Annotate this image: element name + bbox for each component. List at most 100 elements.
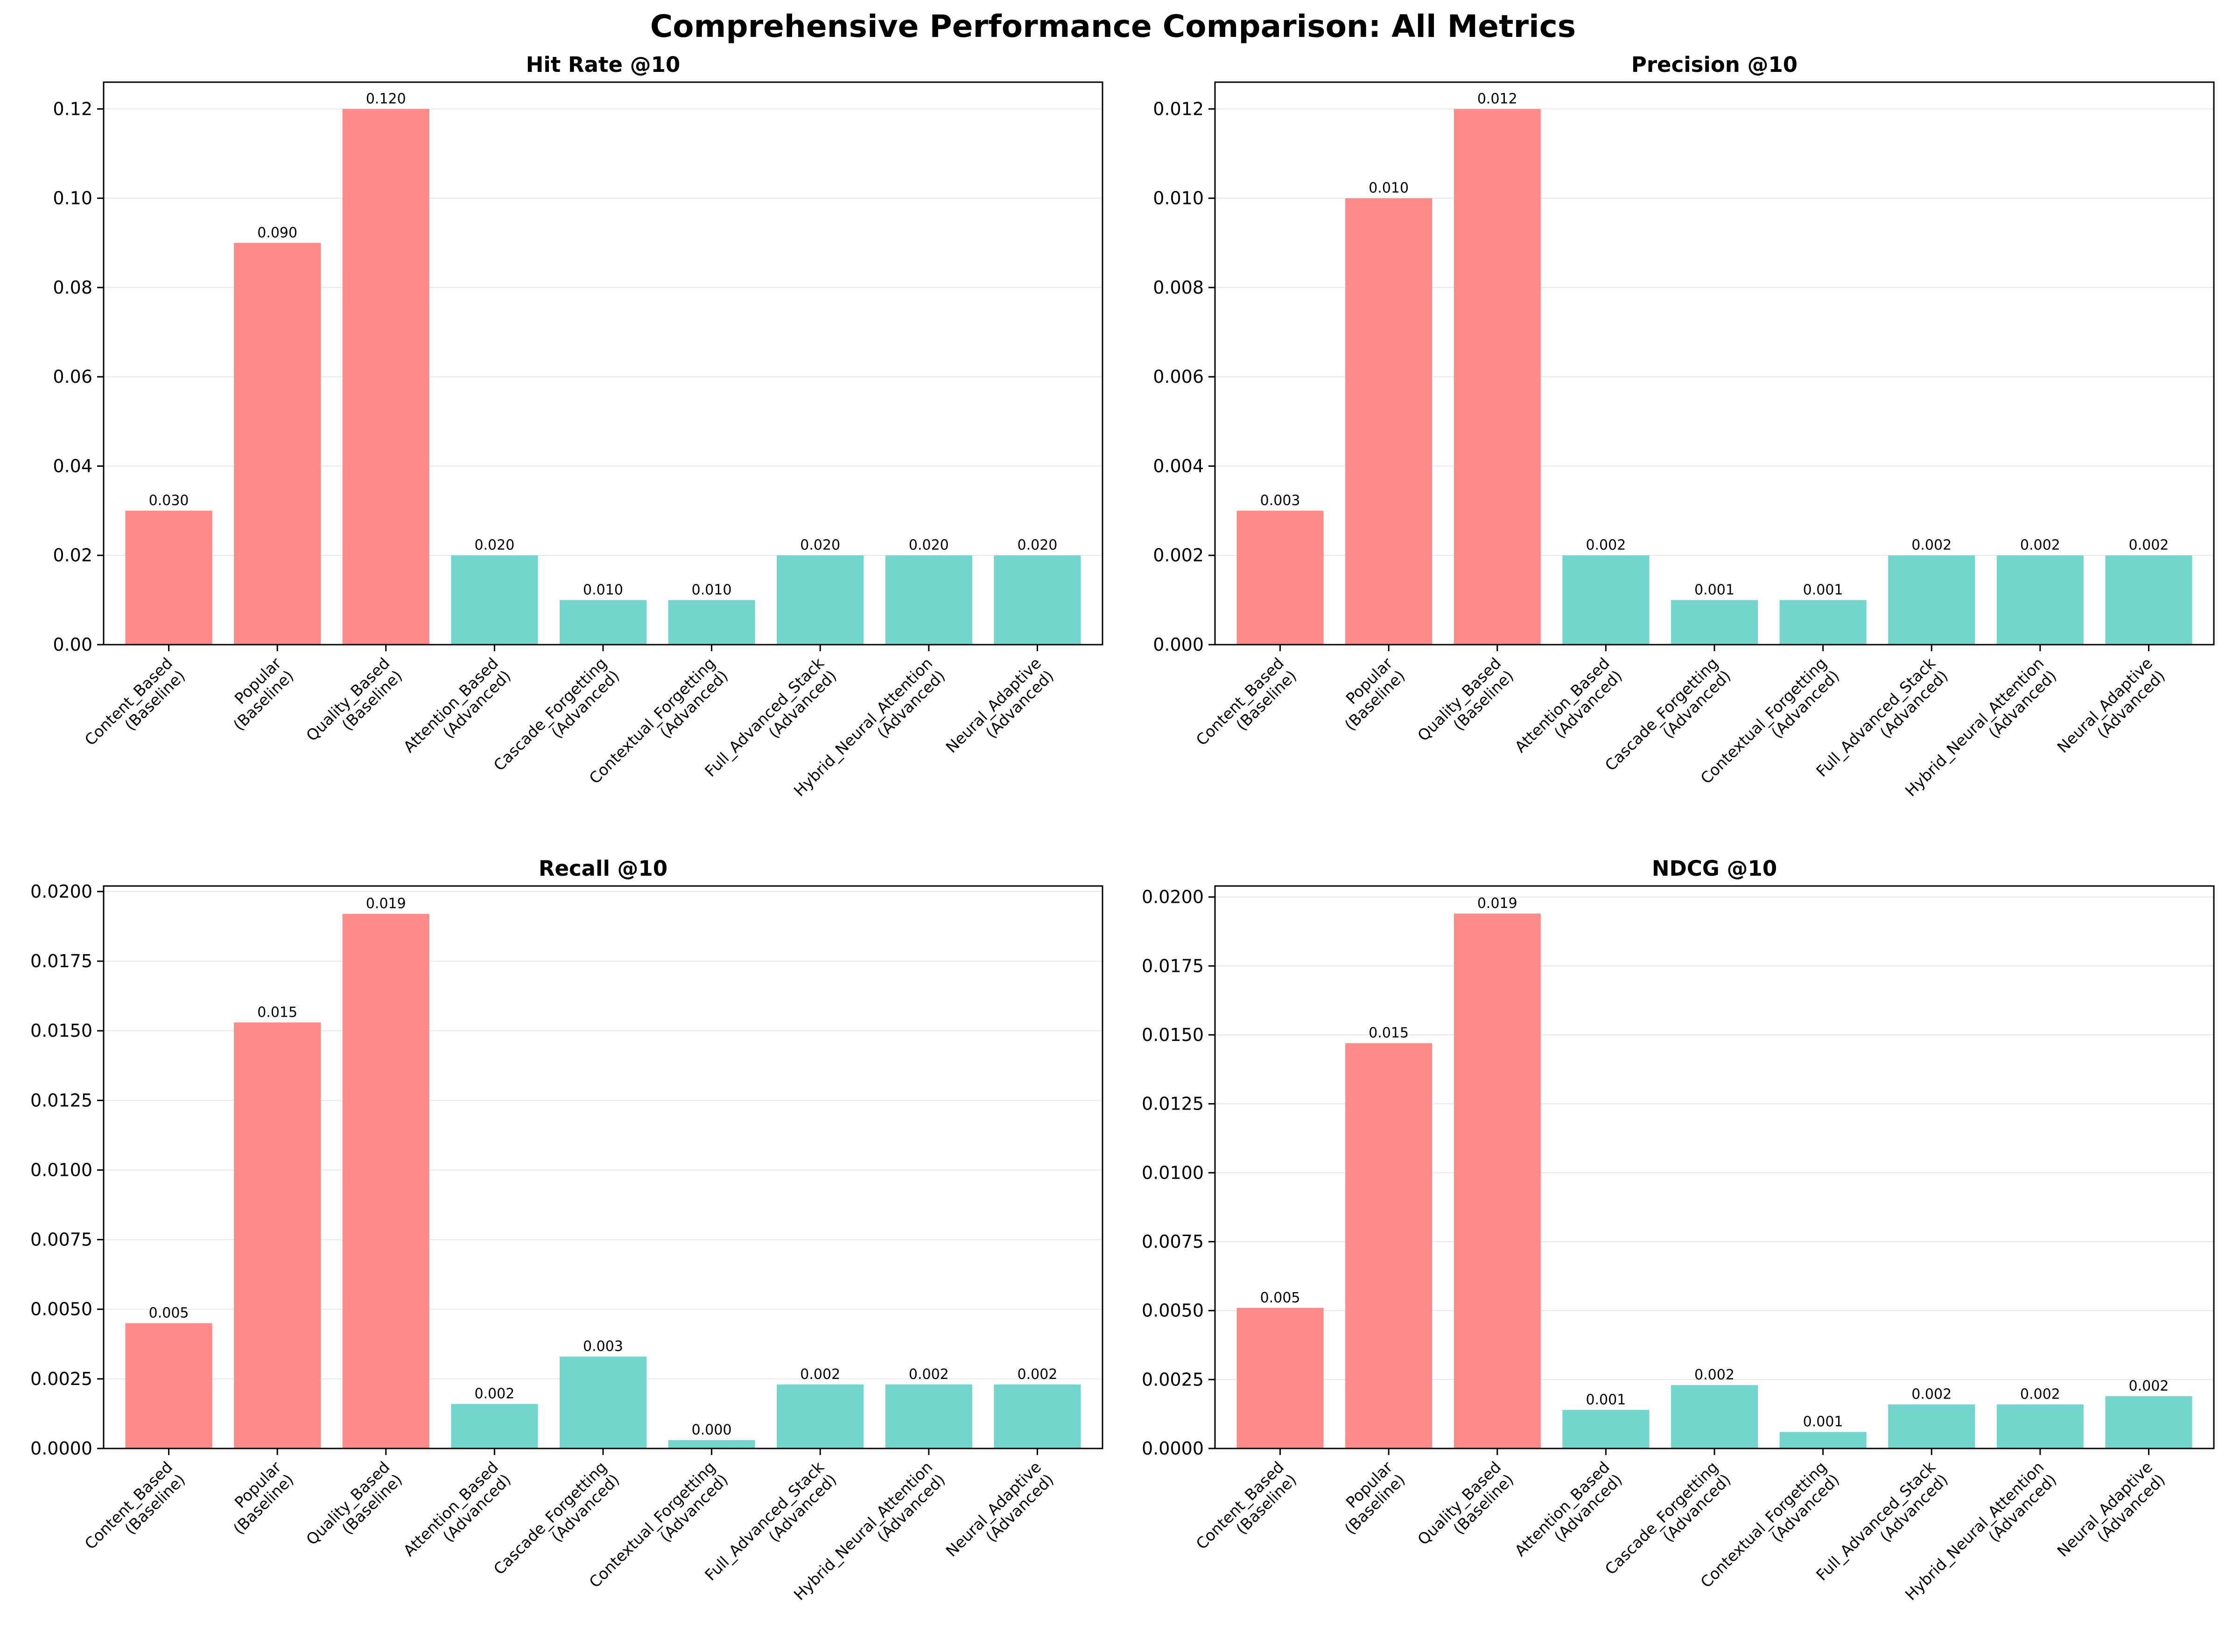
ndcg-bar-value-label: 0.001 [1803,1414,1843,1430]
hit-rate-bar [342,109,429,645]
ndcg-bar-value-label: 0.002 [2128,1378,2169,1394]
hit-rate-ytick-label: 0.02 [53,545,92,566]
recall-ytick-label: 0.0150 [30,1020,92,1041]
hit-rate-category-label: Content_Based(Baseline) [81,654,189,762]
ndcg-bar [1562,1410,1650,1448]
ndcg-bar [1454,914,1541,1448]
recall-ytick-label: 0.0000 [30,1438,92,1459]
hit-rate-ytick-label: 0.08 [53,277,92,298]
precision-ytick-label: 0.008 [1153,277,1204,298]
precision-bar [1454,109,1541,645]
precision-bar-value-label: 0.001 [1694,582,1734,598]
hit-rate-bar-value-label: 0.120 [366,91,406,107]
hit-rate-bar-value-label: 0.030 [149,492,189,509]
ndcg-bar [1671,1385,1758,1448]
recall-panel-title: Recall @10 [539,856,667,881]
ndcg-bar [2105,1396,2192,1448]
recall-bar-value-label: 0.019 [366,896,406,912]
recall-category-label: Neural_Adaptive(Advanced) [942,1458,1057,1573]
ndcg-bar [1236,1308,1324,1448]
precision-bar [1345,198,1433,645]
recall-bar [451,1404,538,1448]
ndcg-ytick-label: 0.0100 [1142,1162,1204,1183]
recall-ytick-label: 0.0125 [30,1090,92,1111]
precision-category-label: Content_Based(Baseline) [1193,654,1300,762]
precision-ytick-label: 0.000 [1153,634,1204,655]
hit-rate-bar [994,555,1081,645]
recall-ytick-label: 0.0200 [30,881,92,902]
ndcg-ytick-label: 0.0025 [1142,1369,1204,1390]
hit-rate-ytick-label: 0.10 [53,188,92,209]
recall-bar [125,1323,212,1448]
ndcg-category-label: Popular(Baseline) [1328,1458,1409,1538]
recall-bar-value-label: 0.005 [149,1305,189,1322]
precision-ytick-label: 0.010 [1153,188,1204,209]
recall-bar-value-label: 0.002 [1017,1366,1057,1383]
recall-bar [777,1384,864,1448]
precision-ytick-label: 0.002 [1153,545,1204,566]
ndcg-panel-title: NDCG @10 [1652,856,1777,881]
ndcg-ytick-label: 0.0125 [1142,1094,1204,1114]
recall-bar [559,1357,647,1448]
precision-ytick-label: 0.012 [1153,98,1204,119]
hit-rate-bar-value-label: 0.010 [692,582,732,598]
ndcg-bar-value-label: 0.005 [1260,1290,1300,1306]
ndcg-category-label: Content_Based(Baseline) [1193,1458,1300,1566]
hit-rate-bar [559,600,647,645]
precision-bar [1671,600,1758,645]
recall-panel: 0.005 0.015 0.019 0.002 0.003 0.000 0.002 0.002… [30,856,1103,1604]
hit-rate-ytick-label: 0.12 [53,98,92,119]
hit-rate-bar-value-label: 0.020 [1017,537,1057,554]
ndcg-ytick-label: 0.0150 [1142,1025,1204,1045]
figure-title: Comprehensive Performance Comparison: Al… [650,8,1576,44]
recall-ytick-label: 0.0100 [30,1160,92,1180]
hit-rate-bar-value-label: 0.020 [800,537,840,554]
ndcg-bar-value-label: 0.002 [2020,1386,2060,1402]
hit-rate-bar [885,555,972,645]
precision-category-label: Popular(Baseline) [1328,654,1409,734]
recall-ytick-label: 0.0075 [30,1230,92,1250]
recall-bar-value-label: 0.002 [909,1366,949,1383]
precision-category-label: Quality_Based(Baseline) [1414,654,1517,757]
ndcg-bar-value-label: 0.002 [1911,1386,1952,1402]
hit-rate-category-label: Attention_Based(Advanced) [400,654,514,768]
recall-category-label: Quality_Based(Baseline) [302,1458,406,1561]
recall-bar-value-label: 0.015 [257,1004,297,1020]
precision-bar-value-label: 0.010 [1369,180,1409,197]
recall-bar [994,1384,1081,1448]
precision-bar [1996,555,2084,645]
recall-bar [668,1440,755,1448]
recall-bar [342,914,429,1448]
recall-category-label: Popular(Baseline) [217,1458,297,1538]
precision-bar [2105,555,2192,645]
precision-ytick-label: 0.006 [1153,366,1204,387]
ndcg-bar-value-label: 0.001 [1586,1392,1626,1408]
precision-bar-value-label: 0.003 [1260,492,1300,509]
hit-rate-bar [451,555,538,645]
ndcg-category-label: Attention_Based(Advanced) [1511,1458,1625,1572]
ndcg-ytick-label: 0.0050 [1142,1301,1204,1321]
ndcg-bar-value-label: 0.019 [1477,895,1517,912]
precision-bar [1562,555,1650,645]
hit-rate-category-label: Popular(Baseline) [217,654,297,734]
hit-rate-bar [125,511,212,645]
precision-bar-value-label: 0.002 [2128,537,2169,554]
hit-rate-bar-value-label: 0.020 [474,537,514,554]
precision-bar-value-label: 0.012 [1477,91,1517,107]
hit-rate-bar-value-label: 0.090 [257,225,297,241]
hit-rate-ytick-label: 0.00 [53,634,92,655]
precision-bar-value-label: 0.002 [1911,537,1952,554]
ndcg-panel: 0.005 0.015 0.019 0.001 0.002 0.001 0.002 0.002… [1142,856,2215,1604]
hit-rate-category-label: Neural_Adaptive(Advanced) [942,654,1057,769]
ndcg-ytick-label: 0.0175 [1142,956,1204,976]
ndcg-category-label: Quality_Based(Baseline) [1414,1458,1517,1561]
precision-panel: 0.003 0.010 0.012 0.002 0.001 0.001 0.002 0.002… [1153,52,2215,800]
hit-rate-bar-value-label: 0.010 [583,582,623,598]
ndcg-bar [1996,1404,2084,1448]
precision-ytick-label: 0.004 [1153,456,1204,476]
recall-ytick-label: 0.0025 [30,1369,92,1389]
hit-rate-bar-value-label: 0.020 [909,537,949,554]
ndcg-ytick-label: 0.0075 [1142,1231,1204,1252]
hit-rate-ytick-label: 0.06 [53,366,92,387]
